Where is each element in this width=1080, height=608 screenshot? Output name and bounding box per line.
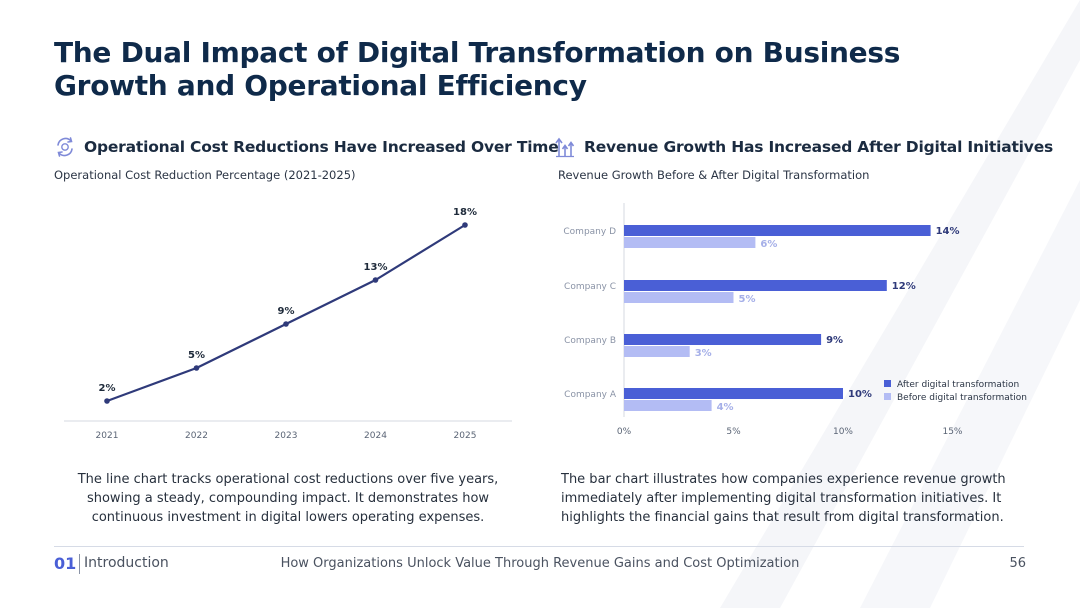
category-label-company-d: Company D bbox=[563, 227, 616, 237]
data-label-2024: 13% bbox=[364, 262, 388, 273]
cost-cycle-icon bbox=[57, 137, 73, 157]
bar-after-label: 14% bbox=[936, 226, 960, 237]
bar-after-company-b bbox=[624, 334, 822, 345]
bar-chart: Company D 14% 6% Company C 12% 5% Company B 9% 3… bbox=[563, 203, 1027, 437]
right-section-header: Revenue Growth Has Increased After Digit… bbox=[554, 137, 1054, 158]
data-point-2021 bbox=[104, 398, 110, 404]
bar-after-label: 9% bbox=[826, 335, 843, 346]
bar-after-company-d bbox=[624, 225, 931, 236]
left-section-header: Operational Cost Reductions Have Increas… bbox=[54, 137, 559, 157]
page-number: 56 bbox=[1009, 556, 1026, 571]
legend-label-after: After digital transformation bbox=[897, 380, 1019, 390]
bar-after-company-a bbox=[624, 388, 843, 399]
left-description: The line chart tracks operational cost r… bbox=[77, 472, 499, 525]
bar-before-label: 5% bbox=[739, 294, 756, 305]
slide-title: The Dual Impact of Digital Transformatio… bbox=[54, 36, 901, 102]
bar-before-company-a bbox=[624, 400, 712, 411]
category-label-company-c: Company C bbox=[564, 282, 616, 292]
growth-arrows-icon bbox=[555, 137, 575, 158]
right-section-title: Revenue Growth Has Increased After Digit… bbox=[584, 138, 1054, 156]
right-description: The bar chart illustrates how companies … bbox=[561, 472, 1006, 525]
bar-after-label: 10% bbox=[848, 389, 872, 400]
bar-before-label: 3% bbox=[695, 348, 712, 359]
data-point-2024 bbox=[372, 277, 379, 283]
bar-before-company-b bbox=[624, 346, 690, 357]
bar-after-label: 12% bbox=[892, 281, 916, 292]
bar-before-label: 4% bbox=[717, 402, 734, 413]
bar-chart-subtitle: Revenue Growth Before & After Digital Tr… bbox=[558, 168, 870, 182]
x-tick-label: 10% bbox=[833, 427, 853, 437]
bar-before-company-d bbox=[624, 237, 756, 248]
data-point-2025 bbox=[462, 222, 468, 228]
x-tick-label-2022: 2022 bbox=[185, 431, 208, 441]
footer-caption: How Organizations Unlock Value Through R… bbox=[280, 556, 800, 571]
bar-before-company-c bbox=[624, 292, 734, 303]
x-tick-label: 15% bbox=[942, 427, 962, 437]
x-tick-label-2023: 2023 bbox=[275, 431, 298, 441]
data-point-2023 bbox=[283, 321, 289, 327]
line-chart: 2% 2021 5% 2022 9% 2023 13% 2024 18% 2025 bbox=[64, 207, 512, 441]
data-label-2021: 2% bbox=[99, 383, 116, 394]
footer-separator bbox=[79, 554, 80, 574]
bar-before-label: 6% bbox=[760, 239, 777, 250]
bar-after-company-c bbox=[624, 280, 887, 291]
x-tick-label: 0% bbox=[617, 427, 632, 437]
data-label-2023: 9% bbox=[278, 306, 295, 317]
x-tick-label-2021: 2021 bbox=[96, 431, 119, 441]
left-section-title: Operational Cost Reductions Have Increas… bbox=[84, 138, 559, 156]
footer-section-name: Introduction bbox=[84, 555, 169, 571]
category-label-company-a: Company A bbox=[564, 390, 617, 400]
data-point-2022 bbox=[193, 365, 200, 371]
footer-section-number: 01 bbox=[54, 554, 77, 573]
category-label-company-b: Company B bbox=[564, 336, 616, 346]
legend-swatch-after bbox=[884, 380, 891, 387]
legend-label-before: Before digital transformation bbox=[897, 393, 1027, 403]
x-tick-label-2024: 2024 bbox=[364, 431, 387, 441]
legend-swatch-before bbox=[884, 393, 891, 400]
line-chart-subtitle: Operational Cost Reduction Percentage (2… bbox=[54, 168, 356, 182]
data-label-2025: 18% bbox=[453, 207, 477, 218]
x-tick-label-2025: 2025 bbox=[454, 431, 477, 441]
data-label-2022: 5% bbox=[188, 350, 205, 361]
footer-divider bbox=[54, 546, 1024, 547]
x-tick-label: 5% bbox=[726, 427, 741, 437]
